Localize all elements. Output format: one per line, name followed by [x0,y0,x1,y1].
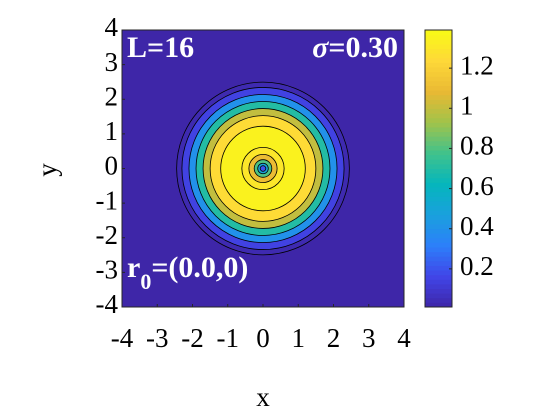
colorbar-tick-label: 0.8 [460,131,494,161]
annotation-subscript: 0 [140,269,151,294]
y-tick-label: 3 [105,47,119,77]
colorbar-swatch [425,251,452,257]
colorbar-swatch [425,186,452,193]
colorbar-swatch [425,140,452,146]
x-tick-label: 4 [397,323,411,353]
colorbar-swatch [425,168,452,174]
colorbar-swatch [425,48,452,54]
annotation-text: =0.30 [328,31,398,64]
x-tick-label: 2 [327,323,341,353]
colorbar-swatch [425,126,452,133]
y-tick-label: 4 [105,12,119,42]
colorbar-swatch [425,150,452,156]
colorbar-swatch [425,66,452,73]
colorbar-swatch [425,228,452,234]
colorbar-swatch [425,117,452,123]
colorbar-swatch [425,246,452,253]
colorbar-swatch [425,154,452,160]
annotation-text: =(0.0,0) [151,251,248,284]
colorbar-tick-label: 1 [460,90,474,120]
colorbar-swatch [425,159,452,165]
colorbar-swatch [425,90,452,96]
colorbar-swatch [425,173,452,179]
y-tick-label: -4 [96,289,119,319]
y-tick-label: -3 [96,255,119,285]
colorbar-swatch [425,265,452,271]
colorbar-swatch [425,34,452,40]
colorbar-swatch [425,57,452,63]
colorbar-swatch [425,242,452,248]
colorbar-swatch [425,182,452,188]
contour-band [259,165,267,172]
colorbar-swatch [425,71,452,77]
colorbar-swatch [425,30,452,36]
x-tick-label: -1 [217,323,240,353]
colorbar-swatch [425,94,452,100]
x-tick-label: 0 [256,323,270,353]
colorbar-swatch [425,297,452,303]
colorbar-swatch [425,302,452,308]
colorbar-tick-label: 0.4 [460,211,494,241]
colorbar-frame [424,29,453,308]
annotation: r0=(0.0,0) [127,251,248,294]
annotation: σ=0.30 [312,31,398,64]
colorbar-swatch [425,293,452,299]
colorbar-swatch [425,163,452,169]
colorbar-swatch [425,103,452,109]
colorbar-swatch [425,85,452,91]
colorbar-swatch [425,233,452,239]
contour-field [176,81,350,256]
y-tick-label: 1 [105,116,119,146]
x-tick-label: 3 [362,323,376,353]
colorbar-tick-label: 1.2 [460,50,494,80]
colorbar-tick-label: 0.6 [460,171,494,201]
colorbar-swatch [425,274,452,280]
annotation: L=16 [127,31,194,64]
colorbar-swatch [425,53,452,59]
y-tick-label: -1 [96,185,119,215]
colorbar-swatch [425,76,452,82]
annotation-text: r [127,251,140,284]
colorbar-swatch [425,99,452,105]
y-tick-label: -2 [96,220,119,250]
colorbar-swatch [425,136,452,142]
x-tick-label: -2 [181,323,204,353]
x-tick-label: -4 [111,323,134,353]
colorbar-swatch [425,288,452,294]
colorbar-swatch [425,191,452,197]
colorbar-swatch [425,283,452,290]
colorbar-swatch [425,196,452,202]
colorbar-swatch [425,279,452,285]
colorbar: 0.2 0.4 0.6 0.8 1 1.2 [424,29,494,308]
colorbar-swatch [425,205,452,211]
colorbar-swatch [425,145,452,151]
colorbar-swatch [425,177,452,183]
y-axis-label: y [32,163,62,177]
colorbar-swatch [425,39,452,45]
colorbar-swatch [425,214,452,220]
colorbar-swatch [425,219,452,225]
colorbar-swatch [425,210,452,216]
colorbar-swatch [425,62,452,68]
colorbar-swatch [425,200,452,206]
colorbar-swatch [425,223,452,230]
annotation-symbol: σ [312,31,329,64]
colorbar-swatch [425,113,452,119]
colorbar-swatch [425,270,452,276]
colorbar-swatch [425,237,452,243]
x-tick-label: 1 [292,323,306,353]
x-tick-label: -3 [146,323,169,353]
colorbar-swatch [425,80,452,86]
x-axis-label: x [256,382,270,412]
colorbar-swatch [425,260,452,266]
colorbar-swatch [425,131,452,137]
colorbar-swatch [425,43,452,49]
colorbar-swatch [425,256,452,262]
colorbar-swatch [425,108,452,114]
colorbar-tick-label: 0.2 [460,251,494,281]
y-tick-label: 2 [105,81,119,111]
y-tick-label: 0 [105,151,119,181]
colorbar-swatch [425,122,452,128]
